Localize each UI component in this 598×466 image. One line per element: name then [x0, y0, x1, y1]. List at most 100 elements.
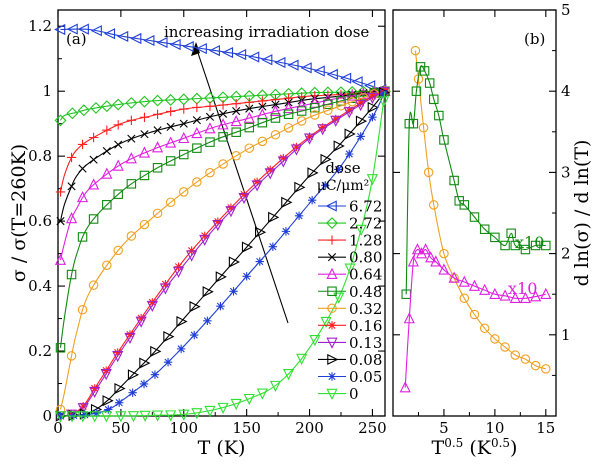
panel-a-point-0	[282, 369, 295, 381]
panel-a-point-0	[66, 411, 78, 423]
panel-b-point-1	[479, 224, 490, 234]
panel-a-point-0.05	[216, 302, 225, 311]
panel-a-point-0.08	[176, 315, 188, 328]
panel-a-point-0.64	[138, 146, 151, 158]
panel-a-point-0.16	[102, 366, 111, 375]
legend-item-2.72: 2.72	[318, 215, 382, 233]
panel-a-point-6.72	[364, 80, 376, 92]
legend-marker	[327, 286, 337, 296]
panel-b-label: (b)	[524, 30, 545, 48]
panel-b-point-0	[500, 342, 510, 352]
panel-a-point-0.32	[336, 101, 346, 111]
panel-a-y-tick-label: 0.6	[28, 212, 52, 230]
legend-label: 1.28	[349, 232, 382, 250]
panel-a-point-0.08	[163, 331, 175, 343]
panel-a-point-0.05	[203, 316, 212, 325]
panel-a-x-tick-label: 100	[169, 419, 198, 437]
panel-a-point-0.05	[242, 272, 251, 281]
panel-a-point-0.48	[218, 132, 228, 142]
legend-item-1.28: 1.28	[318, 232, 382, 250]
panel-a-y-axis-label: σ / σ(T=260K)	[8, 144, 30, 282]
panel-a-point-0.08	[333, 140, 345, 152]
panel-a-point-0	[230, 398, 242, 411]
panel-b-point-1	[459, 200, 470, 210]
panel-a-point-0.32	[88, 280, 99, 290]
legend-item-0.32: 0.32	[318, 300, 382, 318]
panel-a-point-1.28	[113, 120, 123, 130]
panel-a-point-6.72	[287, 59, 299, 71]
panel-a-line-0.08	[60, 90, 386, 417]
dose-arrow-line	[195, 46, 289, 324]
legend-marker	[327, 303, 337, 314]
panel-b-point-0	[479, 323, 490, 334]
panel-a-point-0	[100, 411, 113, 423]
panel-a-point-0.64	[296, 99, 308, 111]
panel-a-point-0.80	[140, 130, 149, 139]
panel-a-point-0.80	[205, 112, 215, 121]
legend-marker	[326, 388, 338, 400]
panel-a-point-0.16	[305, 132, 314, 141]
panel-b-point-2	[448, 271, 460, 283]
panel-b-point-0	[439, 248, 449, 259]
panel-a-point-1.28	[102, 125, 112, 135]
legend-marker	[327, 372, 337, 381]
panel-a-point-0.08	[294, 181, 306, 193]
legend-marker	[325, 200, 337, 212]
panel-a-point-0.48	[126, 179, 137, 189]
panel-a-point-0.16	[239, 190, 249, 199]
panel-a-point-0	[139, 410, 151, 422]
panel-a: 0 50 100 150 200 250 0 0.2 0.4 0.6 0.8 1 1.2 T (K) σ /…	[8, 9, 391, 459]
panel-a-point-0.48	[152, 163, 163, 173]
panel-a-point-1.28	[283, 93, 294, 103]
panel-a-point-0.48	[270, 113, 281, 123]
panel-a-point-1.28	[218, 100, 228, 110]
panel-a-point-0.05	[307, 195, 317, 205]
legend-marker	[326, 337, 338, 349]
panel-a-point-0	[178, 409, 190, 421]
panel-a-point-0.32	[296, 116, 307, 126]
panel-a-point-0.16	[78, 402, 88, 411]
panel-b-point-0	[423, 167, 434, 178]
panel-a-point-0.16	[331, 114, 340, 124]
panel-b-point-0	[469, 309, 480, 320]
panel-b-point-2	[411, 243, 424, 255]
legend-label: 0.80	[349, 249, 382, 267]
panel-a-point-0	[320, 316, 332, 329]
panel-a-point-6.72	[300, 62, 312, 74]
panel-a-point-0.48	[139, 170, 150, 181]
panel-b-point-1	[510, 240, 520, 251]
panel-b-point-0	[410, 45, 421, 56]
panel-a-point-0.08	[114, 382, 126, 395]
panel-a-point-0	[296, 353, 308, 365]
panel-a-point-0.80	[245, 104, 254, 113]
panel-a-point-0.16	[226, 203, 236, 212]
panel-a-point-0.16	[292, 142, 301, 152]
panel-a-point-0.16	[252, 177, 262, 186]
panel-a-point-0.64	[178, 131, 190, 144]
legend-label: 6.72	[349, 198, 382, 216]
dose-arrow-head	[191, 42, 200, 56]
panel-a-point-0.32	[192, 177, 202, 187]
panel-a-point-0.80	[102, 146, 111, 156]
panel-b-point-0	[459, 293, 470, 304]
panel-a-point-0.32	[244, 143, 255, 153]
panel-a-point-0.16	[279, 153, 288, 163]
panel-a-point-0	[89, 411, 101, 423]
panel-a-y-tick-label: 1	[42, 82, 52, 100]
panel-a-point-6.72	[130, 32, 142, 45]
panel-a-point-0.13	[172, 266, 185, 278]
panel-b-x-tick-label: 15	[536, 419, 555, 437]
panel-a-point-2.72	[77, 104, 90, 117]
panel-a-point-0.32	[231, 151, 241, 161]
panel-a-point-0.48	[323, 99, 333, 110]
panel-b-y-tick-label: 2	[561, 245, 571, 263]
legend-item-0.64: 0.64	[318, 266, 382, 284]
panel-b-x-tick-label: 5	[439, 419, 449, 437]
panel-a-point-0.64	[269, 104, 282, 117]
panel-b-point-0	[418, 122, 429, 133]
panel-a-point-0.32	[66, 351, 77, 361]
panel-a-series-0.48	[55, 86, 390, 353]
panel-a-point-0.32	[283, 123, 294, 133]
panel-a-point-0.08	[320, 153, 332, 165]
